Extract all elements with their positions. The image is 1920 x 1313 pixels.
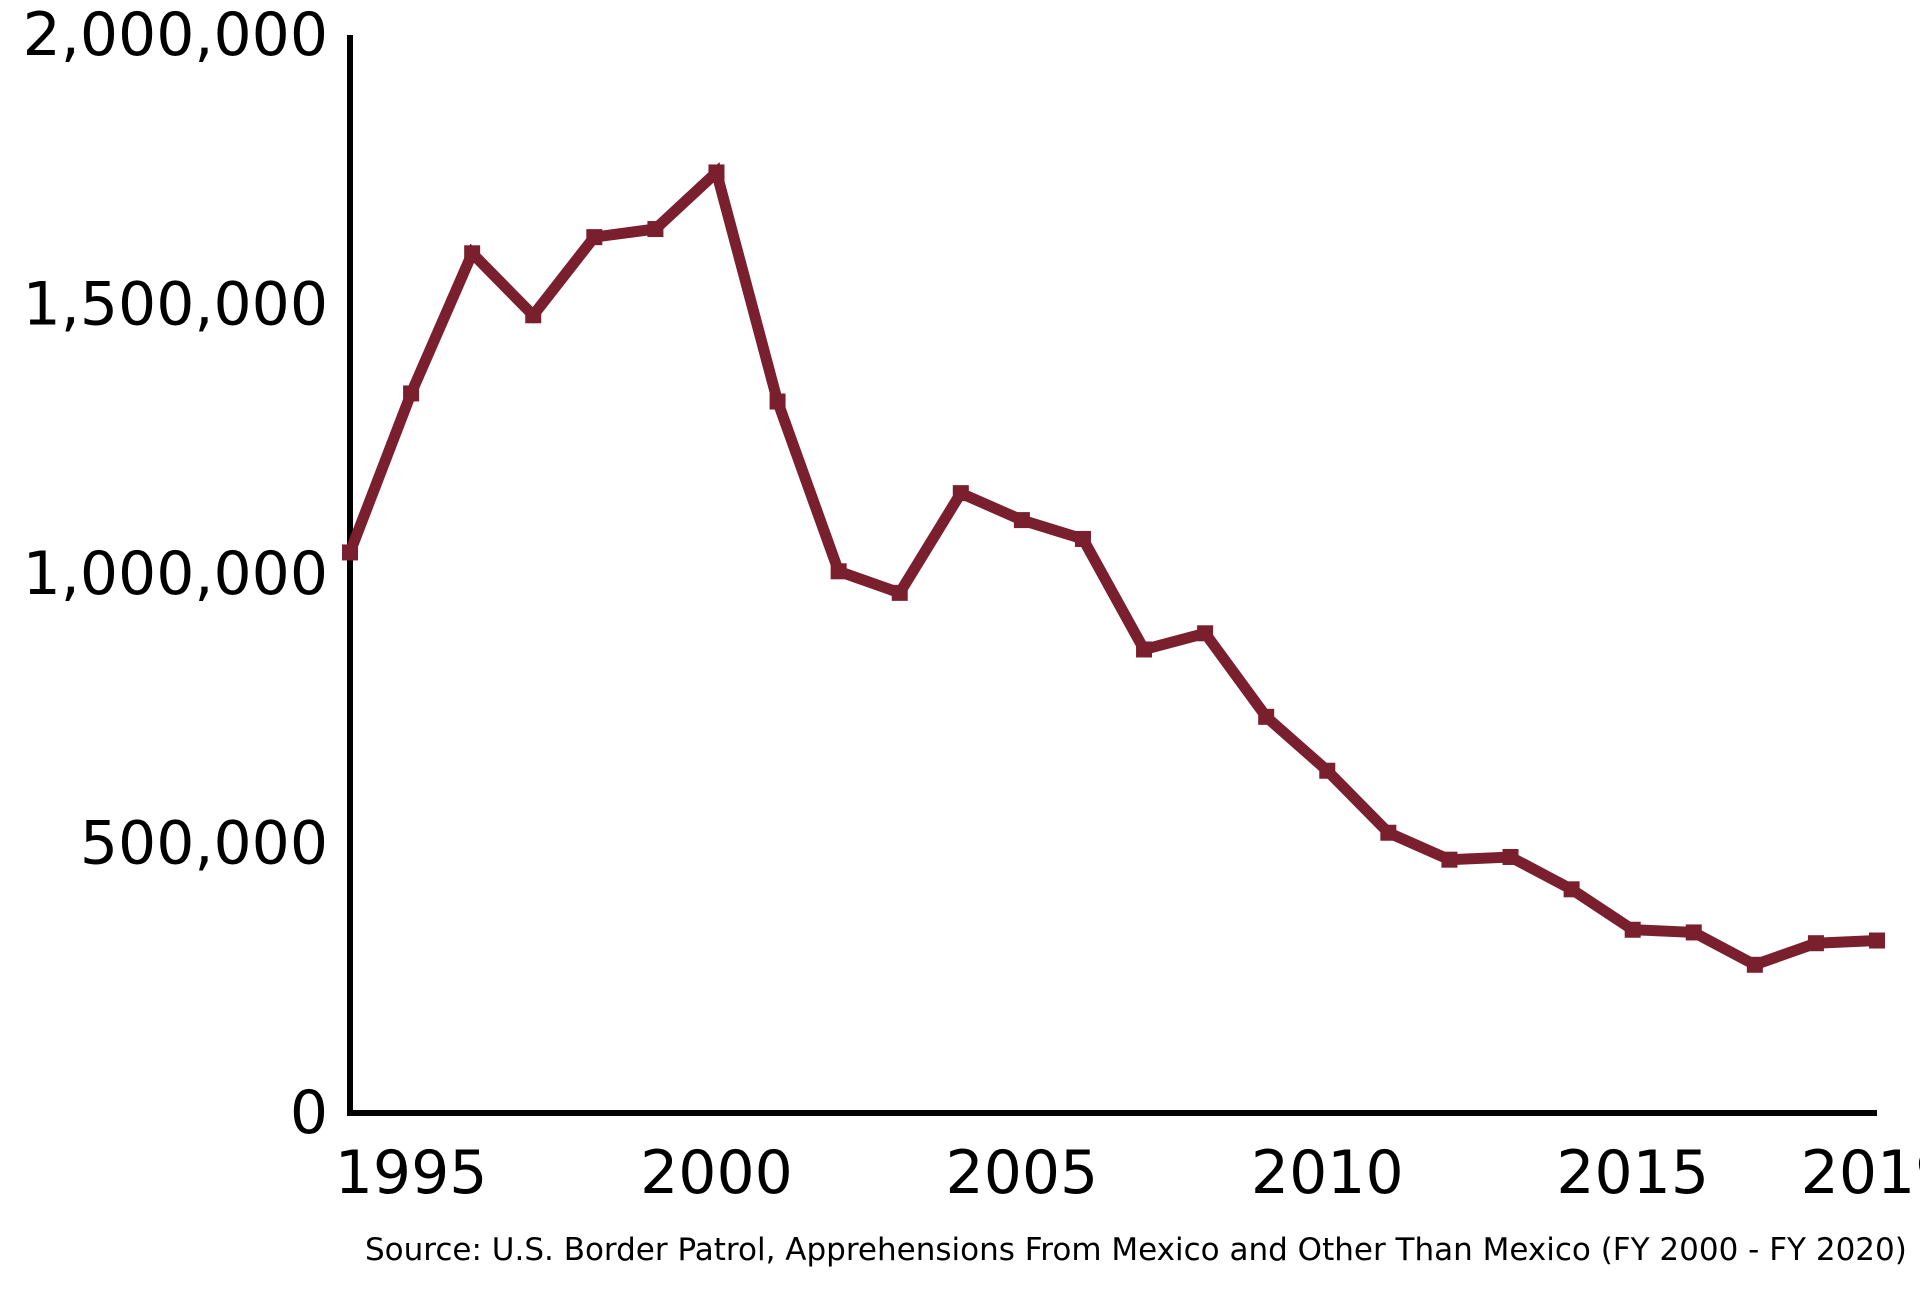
tick-labels: 0 500,000 1,000,000 1,500,000 2,000,000 1995 2…	[23, 0, 1920, 1208]
x-tick-label: 2010	[1251, 1138, 1404, 1208]
data-point	[525, 307, 542, 324]
data-point	[1685, 924, 1702, 941]
x-tick-label: 2019	[1801, 1138, 1920, 1208]
x-tick-label: 1995	[335, 1138, 488, 1208]
data-point	[1563, 881, 1580, 898]
x-tick-label: 2000	[640, 1138, 793, 1208]
data-point	[464, 245, 481, 262]
y-tick-label: 1,500,000	[23, 270, 328, 340]
data-point	[1869, 932, 1885, 949]
series-line	[344, 162, 1878, 971]
data-point	[891, 584, 908, 601]
data-point	[1197, 625, 1214, 642]
data-point	[1074, 530, 1091, 547]
x-tick-label: 2005	[946, 1138, 1099, 1208]
data-point	[1380, 824, 1397, 841]
data-point	[1746, 956, 1763, 973]
x-tick-label: 2015	[1556, 1138, 1709, 1208]
data-point	[1502, 848, 1519, 865]
data-point	[1624, 921, 1641, 938]
y-tick-label: 0	[290, 1078, 328, 1148]
data-point	[403, 385, 420, 402]
data-point	[769, 393, 786, 410]
data-point	[1319, 762, 1336, 779]
source-note: Source: U.S. Border Patrol, Apprehension…	[365, 1232, 1907, 1268]
data-point	[586, 229, 603, 246]
data-point	[952, 485, 969, 502]
data-point	[1807, 935, 1824, 952]
axes	[347, 35, 1877, 1116]
data-point	[342, 544, 358, 561]
y-tick-label: 500,000	[80, 809, 328, 879]
y-tick-label: 2,000,000	[23, 0, 328, 70]
data-point	[1441, 851, 1458, 868]
y-tick-label: 1,000,000	[23, 539, 328, 609]
data-point	[708, 164, 725, 181]
series-layer	[342, 162, 1885, 973]
data-point	[1136, 641, 1153, 658]
data-point	[1258, 708, 1275, 725]
data-point	[830, 563, 847, 580]
data-point	[1013, 512, 1030, 529]
data-point	[647, 221, 664, 238]
